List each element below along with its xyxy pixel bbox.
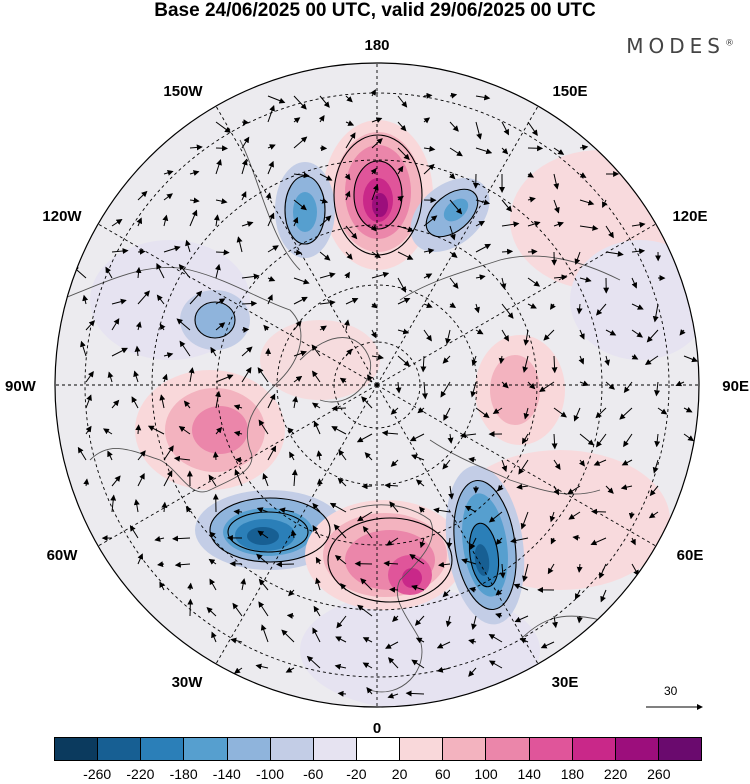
legend-swatch xyxy=(530,738,573,760)
legend-swatch xyxy=(271,738,314,760)
negative-anomaly-area xyxy=(570,240,710,360)
negative-anomaly-area xyxy=(247,527,279,545)
wind-arrow xyxy=(215,452,216,460)
legend-swatch xyxy=(141,738,184,760)
wind-arrow xyxy=(288,615,294,616)
color-legend xyxy=(54,737,702,761)
positive-anomaly-area xyxy=(260,320,380,400)
legend-tick-label: -100 xyxy=(256,766,284,782)
lon-label-30w: 30W xyxy=(172,674,204,691)
wind-arrow xyxy=(242,329,248,330)
lon-label-120w: 120W xyxy=(42,208,82,225)
lon-label-180: 180 xyxy=(364,37,389,54)
positive-anomaly-area xyxy=(372,193,388,217)
lon-label-90e: 90E xyxy=(722,378,749,395)
wind-arrow xyxy=(502,251,512,252)
wind-arrow xyxy=(332,408,346,409)
legend-swatch xyxy=(314,738,357,760)
lon-label-150e: 150E xyxy=(552,83,587,100)
legend-tick-label: -180 xyxy=(170,766,198,782)
legend-tick-label: -20 xyxy=(346,766,366,782)
legend-tick-label: 180 xyxy=(561,766,584,782)
legend-swatch xyxy=(486,738,529,760)
legend-tick-label: 260 xyxy=(647,766,670,782)
lon-label-150w: 150W xyxy=(163,83,203,100)
lon-label-0: 0 xyxy=(373,720,381,737)
wind-arrow xyxy=(242,303,256,304)
legend-tick-label: -140 xyxy=(213,766,241,782)
negative-anomaly-area xyxy=(293,192,317,232)
legend-swatch xyxy=(573,738,616,760)
legend-swatch xyxy=(443,738,486,760)
wind-arrow xyxy=(339,693,346,694)
map-field xyxy=(40,50,720,730)
positive-anomaly-area xyxy=(490,355,540,425)
legend-swatch xyxy=(659,738,701,760)
legend-swatch xyxy=(357,738,400,760)
lon-label-120e: 120E xyxy=(672,208,707,225)
legend-tick-label: 100 xyxy=(474,766,497,782)
legend-tick-label: 20 xyxy=(392,766,408,782)
positive-anomaly-area xyxy=(402,568,422,588)
wind-arrow xyxy=(424,95,431,96)
legend-swatch xyxy=(55,738,98,760)
lon-label-90w: 90W xyxy=(5,378,37,395)
legend-tick-label: 60 xyxy=(435,766,451,782)
wind-arrow xyxy=(138,425,139,434)
lon-label-60e: 60E xyxy=(677,547,704,564)
legend-swatch xyxy=(400,738,443,760)
wind-arrow xyxy=(216,252,229,253)
wind-arrow xyxy=(234,511,242,512)
legend-tick-label: -220 xyxy=(126,766,154,782)
legend-swatch xyxy=(616,738,659,760)
legend-swatch xyxy=(228,738,271,760)
wind-reference-label: 30 xyxy=(664,684,677,698)
wind-arrow xyxy=(592,511,606,512)
legend-tick-label: 140 xyxy=(518,766,541,782)
legend-swatch xyxy=(98,738,141,760)
legend-tick-label: -260 xyxy=(83,766,111,782)
lon-label-60w: 60W xyxy=(47,547,79,564)
legend-swatch xyxy=(184,738,227,760)
legend-tick-label: 220 xyxy=(604,766,627,782)
wind-arrow xyxy=(528,251,537,252)
legend-tick-label: -60 xyxy=(303,766,323,782)
lon-label-30e: 30E xyxy=(552,674,579,691)
legend-ticks: -260 -220 -180 -140 -100 -60 -20 20 60 100 140 180 2… xyxy=(54,766,702,784)
wind-arrow xyxy=(390,589,398,590)
wind-arrow xyxy=(138,251,145,252)
